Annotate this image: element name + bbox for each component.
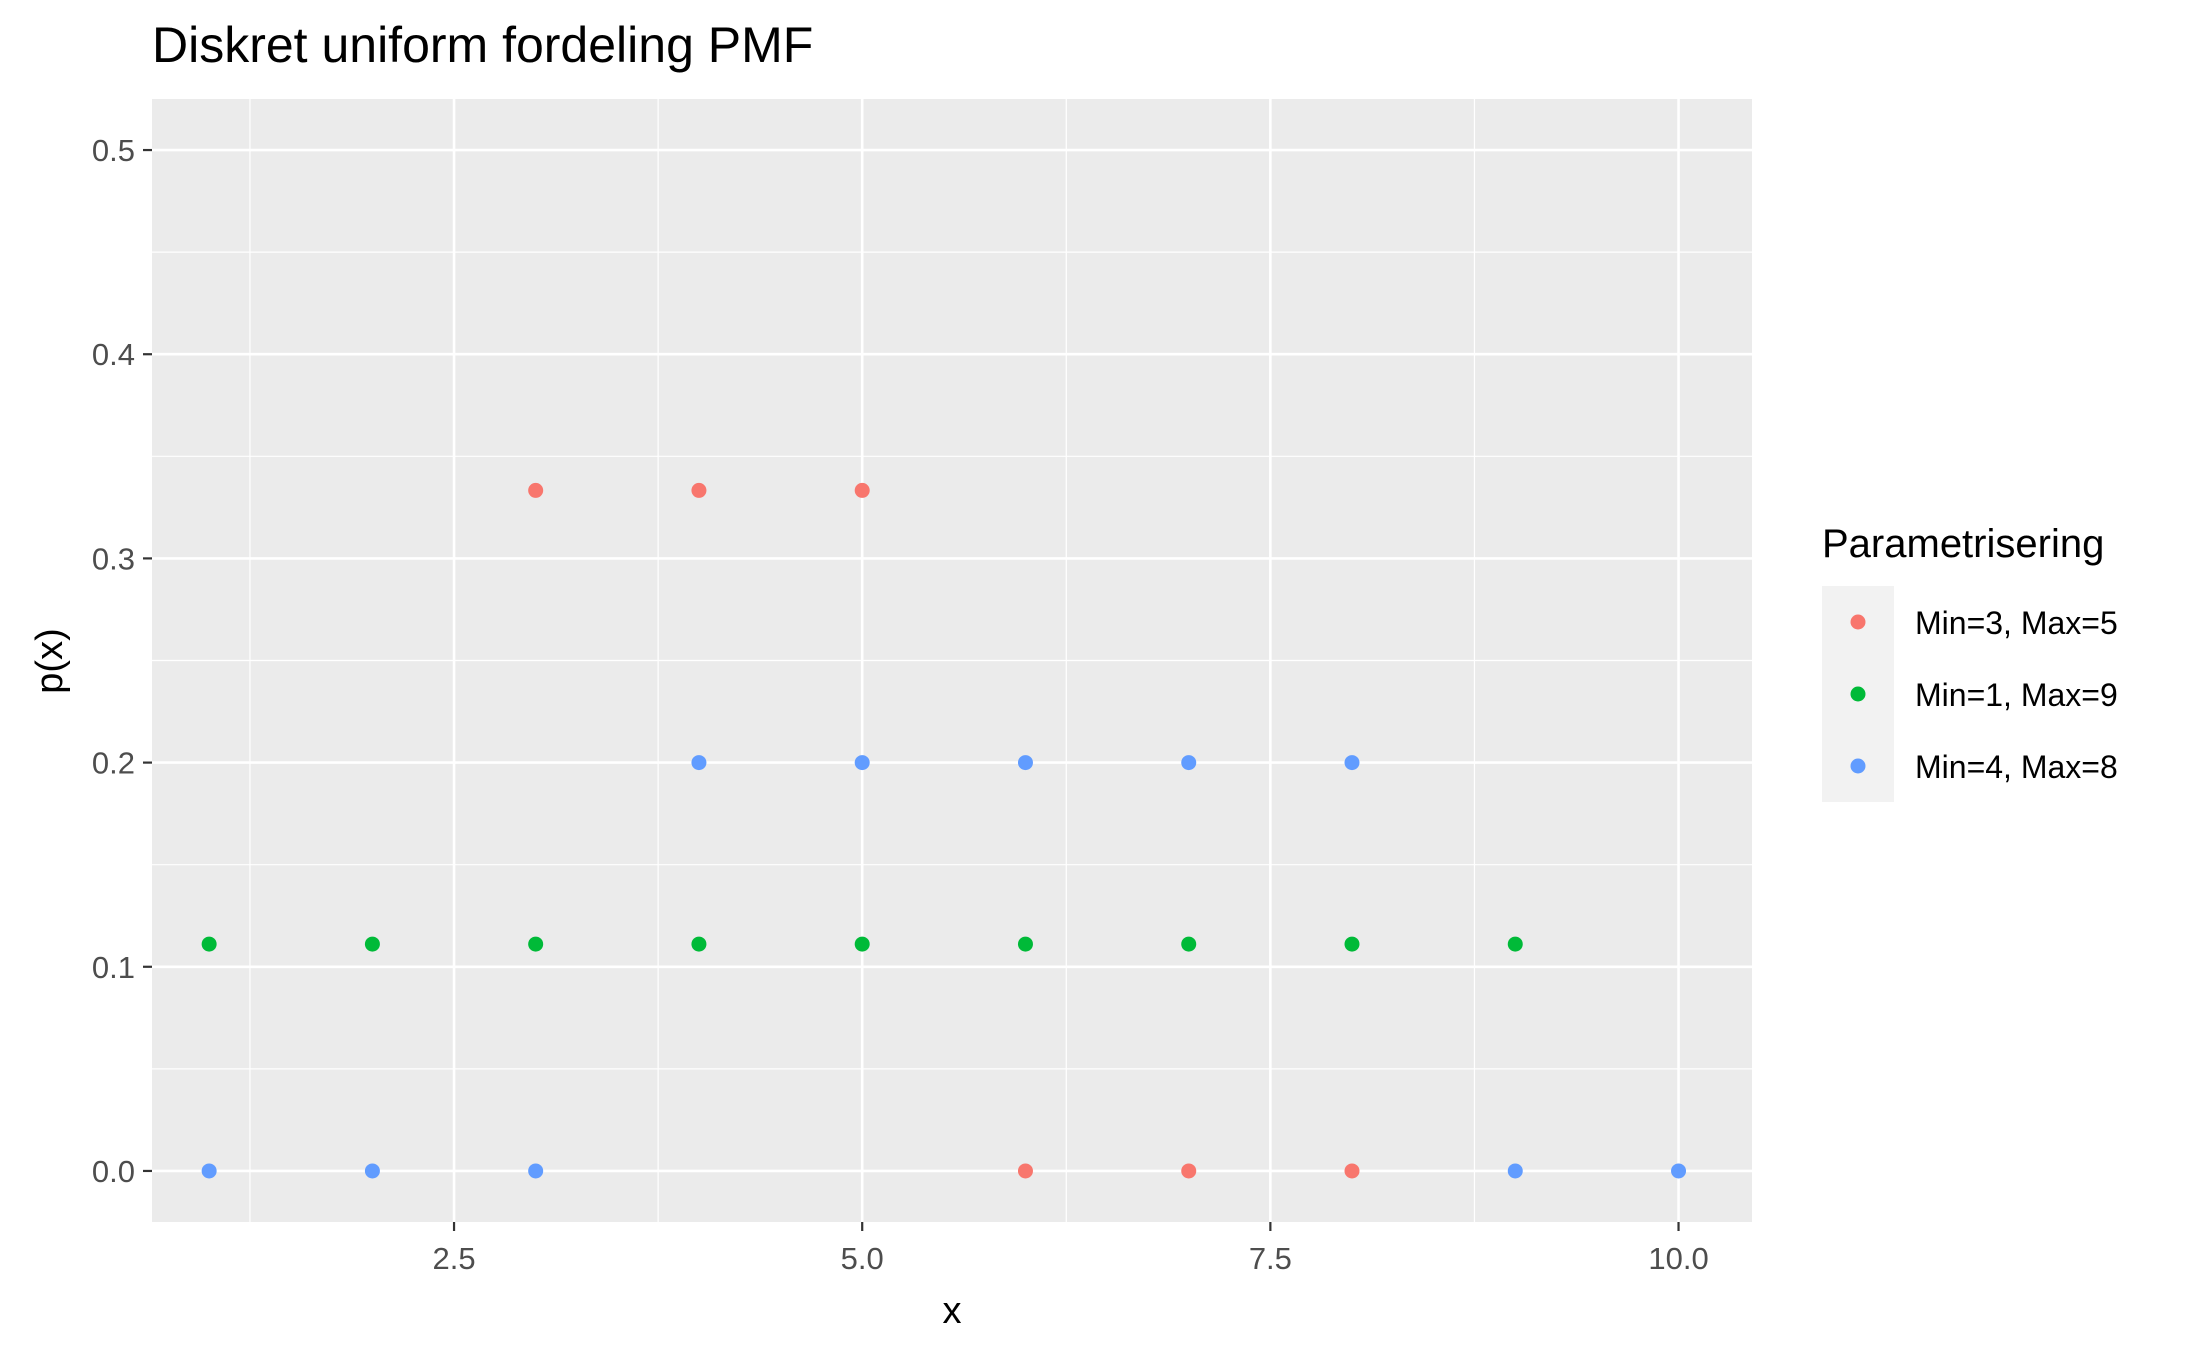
legend-key: [1850, 686, 1866, 702]
data-point: [1017, 936, 1033, 952]
legend-title: Parametrisering: [1822, 522, 2104, 566]
legend-key: [1850, 614, 1866, 630]
data-point: [364, 1163, 380, 1179]
data-point: [1344, 1163, 1360, 1179]
data-point: [201, 1163, 217, 1179]
y-tick-label: 0.2: [92, 746, 135, 781]
data-point: [1507, 1163, 1523, 1179]
data-point: [854, 936, 870, 952]
minor-gridlines: [152, 99, 1752, 1222]
data-point: [1671, 1163, 1687, 1179]
data-point: [1507, 936, 1523, 952]
legend-label: Min=4, Max=8: [1915, 749, 2118, 785]
major-gridlines: [152, 99, 1752, 1222]
data-point: [691, 755, 707, 771]
data-point: [1344, 755, 1360, 771]
data-point: [528, 936, 544, 952]
chart-title: Diskret uniform fordeling PMF: [152, 17, 813, 73]
data-point: [1181, 755, 1197, 771]
y-tick-label: 0.0: [92, 1154, 135, 1189]
legend-key: [1850, 758, 1866, 774]
y-axis: 0.0 0.1 0.2 0.3 0.4 0.5: [92, 133, 152, 1189]
x-axis-title: x: [943, 1290, 962, 1332]
legend-label: Min=1, Max=9: [1915, 677, 2118, 713]
data-point: [691, 936, 707, 952]
y-tick-label: 0.1: [92, 950, 135, 985]
data-point: [528, 482, 544, 498]
data-point: [528, 1163, 544, 1179]
data-point: [364, 936, 380, 952]
x-axis: 2.5 5.0 7.5 10.0: [432, 1222, 1709, 1276]
data-point: [854, 482, 870, 498]
x-tick-label: 7.5: [1249, 1241, 1292, 1276]
y-tick-label: 0.4: [92, 337, 135, 372]
legend: Parametrisering Min=3, Max=5 Min=1, Max=9…: [1822, 522, 2118, 802]
data-point: [1017, 1163, 1033, 1179]
data-points: [201, 482, 1687, 1179]
data-point: [1181, 936, 1197, 952]
data-point: [854, 755, 870, 771]
x-tick-label: 5.0: [841, 1241, 884, 1276]
x-tick-label: 2.5: [432, 1241, 475, 1276]
data-point: [201, 936, 217, 952]
legend-items: Min=3, Max=5 Min=1, Max=9 Min=4, Max=8: [1850, 605, 2118, 785]
x-tick-label: 10.0: [1648, 1241, 1708, 1276]
data-point: [1344, 936, 1360, 952]
y-axis-title: p(x): [29, 628, 71, 693]
y-tick-label: 0.5: [92, 133, 135, 168]
data-point: [1017, 755, 1033, 771]
y-tick-label: 0.3: [92, 541, 135, 576]
legend-label: Min=3, Max=5: [1915, 605, 2118, 641]
data-point: [691, 482, 707, 498]
data-point: [1181, 1163, 1197, 1179]
